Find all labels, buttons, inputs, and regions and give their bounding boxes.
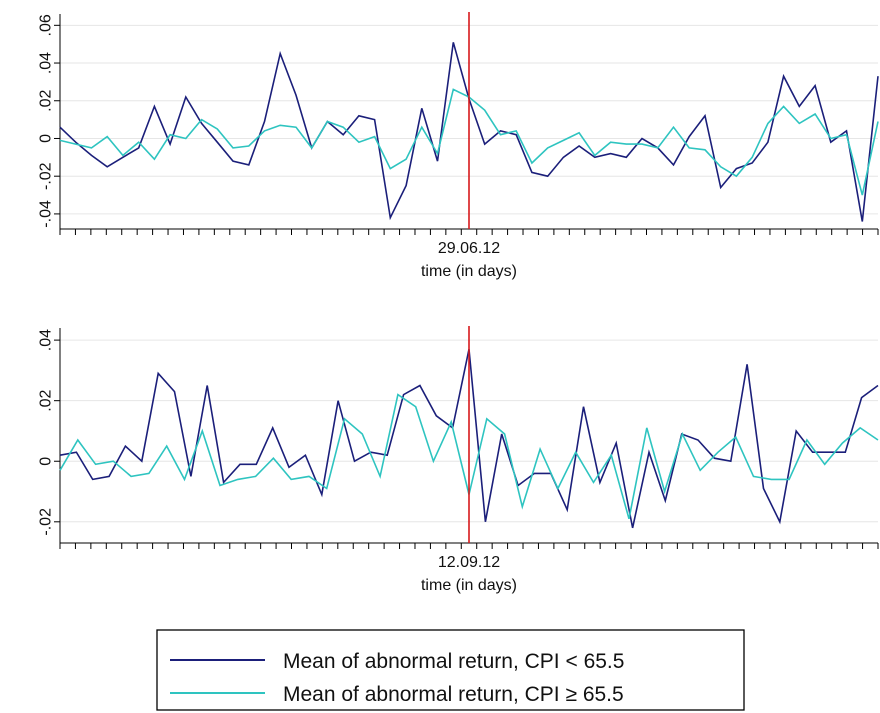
y-tick-label: .04 (38, 52, 55, 74)
y-tick-label: .06 (38, 14, 55, 36)
y-tick-label: -.04 (38, 200, 55, 228)
y-tick-label: .02 (38, 90, 55, 112)
event-date-label: 29.06.12 (438, 240, 500, 257)
y-tick-label: .02 (38, 389, 55, 411)
x-axis-label: time (in days) (421, 263, 517, 280)
y-tick-label: .04 (38, 329, 55, 351)
event-date-label: 12.09.12 (438, 554, 500, 571)
y-tick-label: -.02 (38, 162, 55, 190)
legend-label-cpi-low: Mean of abnormal return, CPI < 65.5 (283, 650, 624, 673)
x-axis-label: time (in days) (421, 577, 517, 594)
legend-label-cpi-high: Mean of abnormal return, CPI ≥ 65.5 (283, 683, 624, 706)
panel-bottom-chart: -.02 0 .02 .04 12.09.12 time (in days) (38, 326, 879, 594)
panel-top-chart: -.04 -.02 0 .02 .04 .06 29.06.12 time (in days) (38, 12, 879, 280)
y-tick-label: 0 (38, 457, 55, 466)
y-tick-label: 0 (38, 134, 55, 143)
legend-frame (156, 629, 745, 711)
y-tick-label: -.02 (38, 508, 55, 536)
legend: Mean of abnormal return, CPI < 65.5 Mean… (156, 629, 745, 711)
